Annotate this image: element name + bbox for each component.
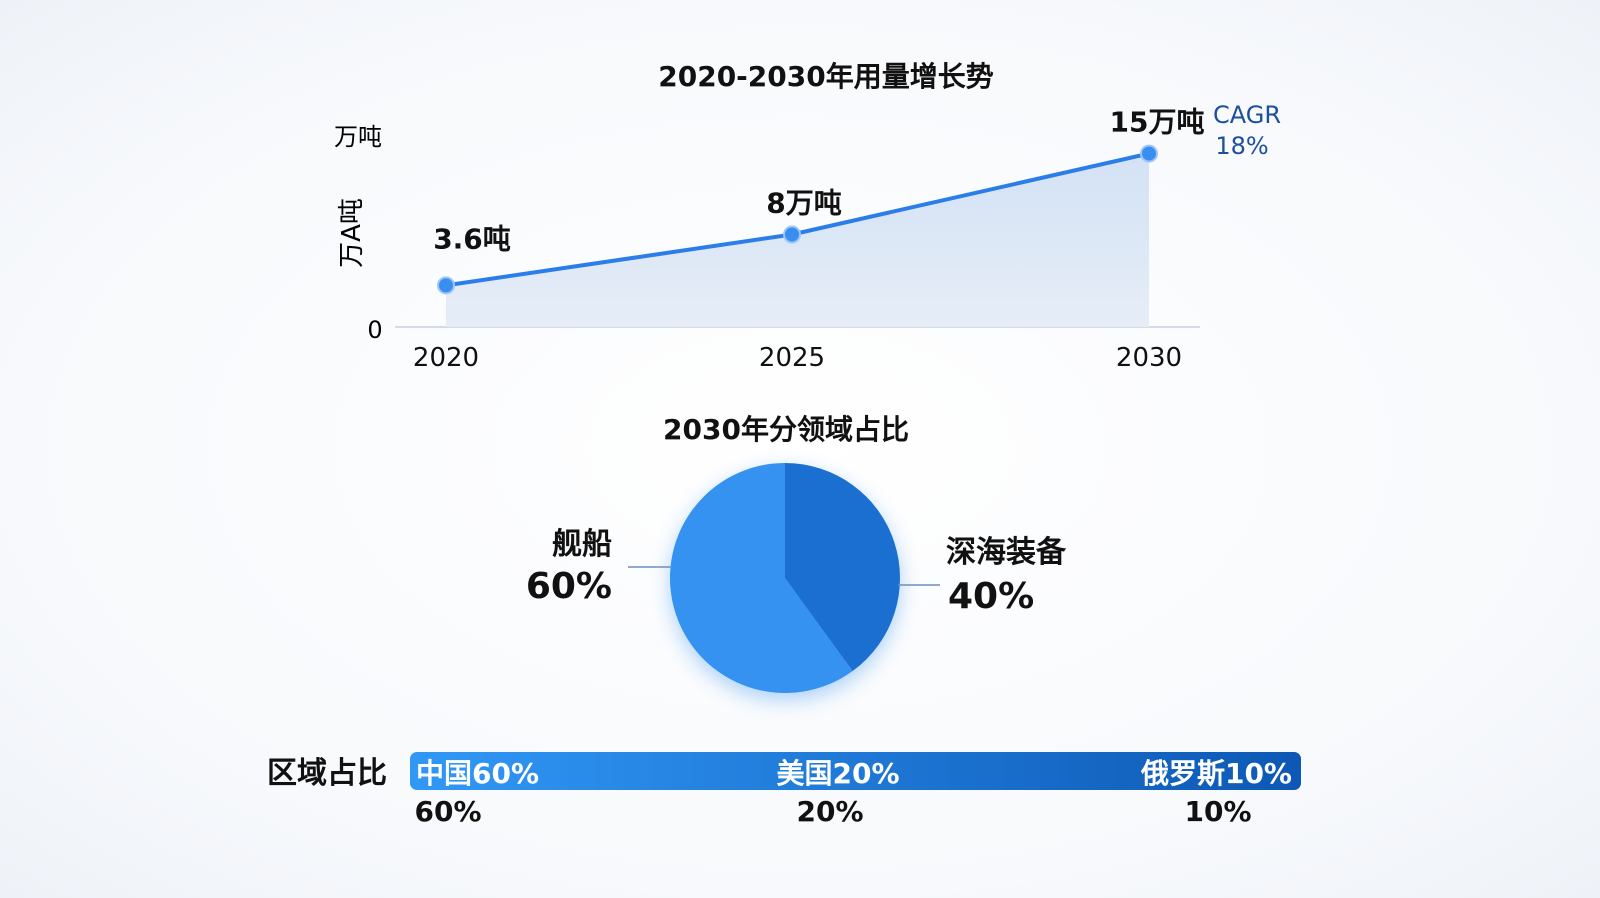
region-value-china: 60% [414, 795, 481, 828]
pie-label-deepsea: 深海装备 [946, 535, 1067, 570]
region-segment-china: 中国60% [416, 757, 539, 790]
data-label-2030: 15万吨 [1110, 106, 1205, 139]
pie-slice-deepsea [785, 463, 900, 672]
x-tick-label-2025: 2025 [759, 343, 825, 373]
region-segment-russia: 俄罗斯10% [1140, 757, 1292, 790]
data-label-2025: 8万吨 [766, 187, 841, 220]
region-value-russia: 10% [1184, 795, 1251, 828]
cagr-value: 18% [1215, 132, 1268, 160]
data-point-2030 [1140, 144, 1158, 163]
x-tick-label-2030: 2030 [1116, 343, 1182, 373]
data-point-2025 [783, 225, 801, 244]
y-axis-unit-label: 万吨 [334, 123, 382, 151]
y-axis-label: 万A吨 [337, 198, 367, 268]
pie-value-deepsea: 40% [948, 576, 1034, 617]
region-bar [410, 752, 1301, 790]
line-chart-title: 2020-2030年用量增长势 [658, 60, 993, 93]
pie-chart-title: 2030年分领域占比 [663, 413, 909, 446]
x-tick-label-2020: 2020 [413, 343, 479, 373]
cagr-label: CAGR [1213, 101, 1281, 129]
region-label: 区域占比 [267, 756, 387, 791]
pie-value-ships: 60% [526, 566, 612, 607]
pie-label-ships: 舰船 [552, 527, 612, 562]
data-point-2020 [437, 276, 455, 295]
region-segment-usa: 美国20% [776, 757, 899, 790]
region-value-usa: 20% [796, 795, 863, 828]
data-label-2020: 3.6吨 [433, 222, 511, 255]
pie-slice-ships [669, 463, 853, 694]
y-tick-label: 0 [367, 316, 382, 344]
